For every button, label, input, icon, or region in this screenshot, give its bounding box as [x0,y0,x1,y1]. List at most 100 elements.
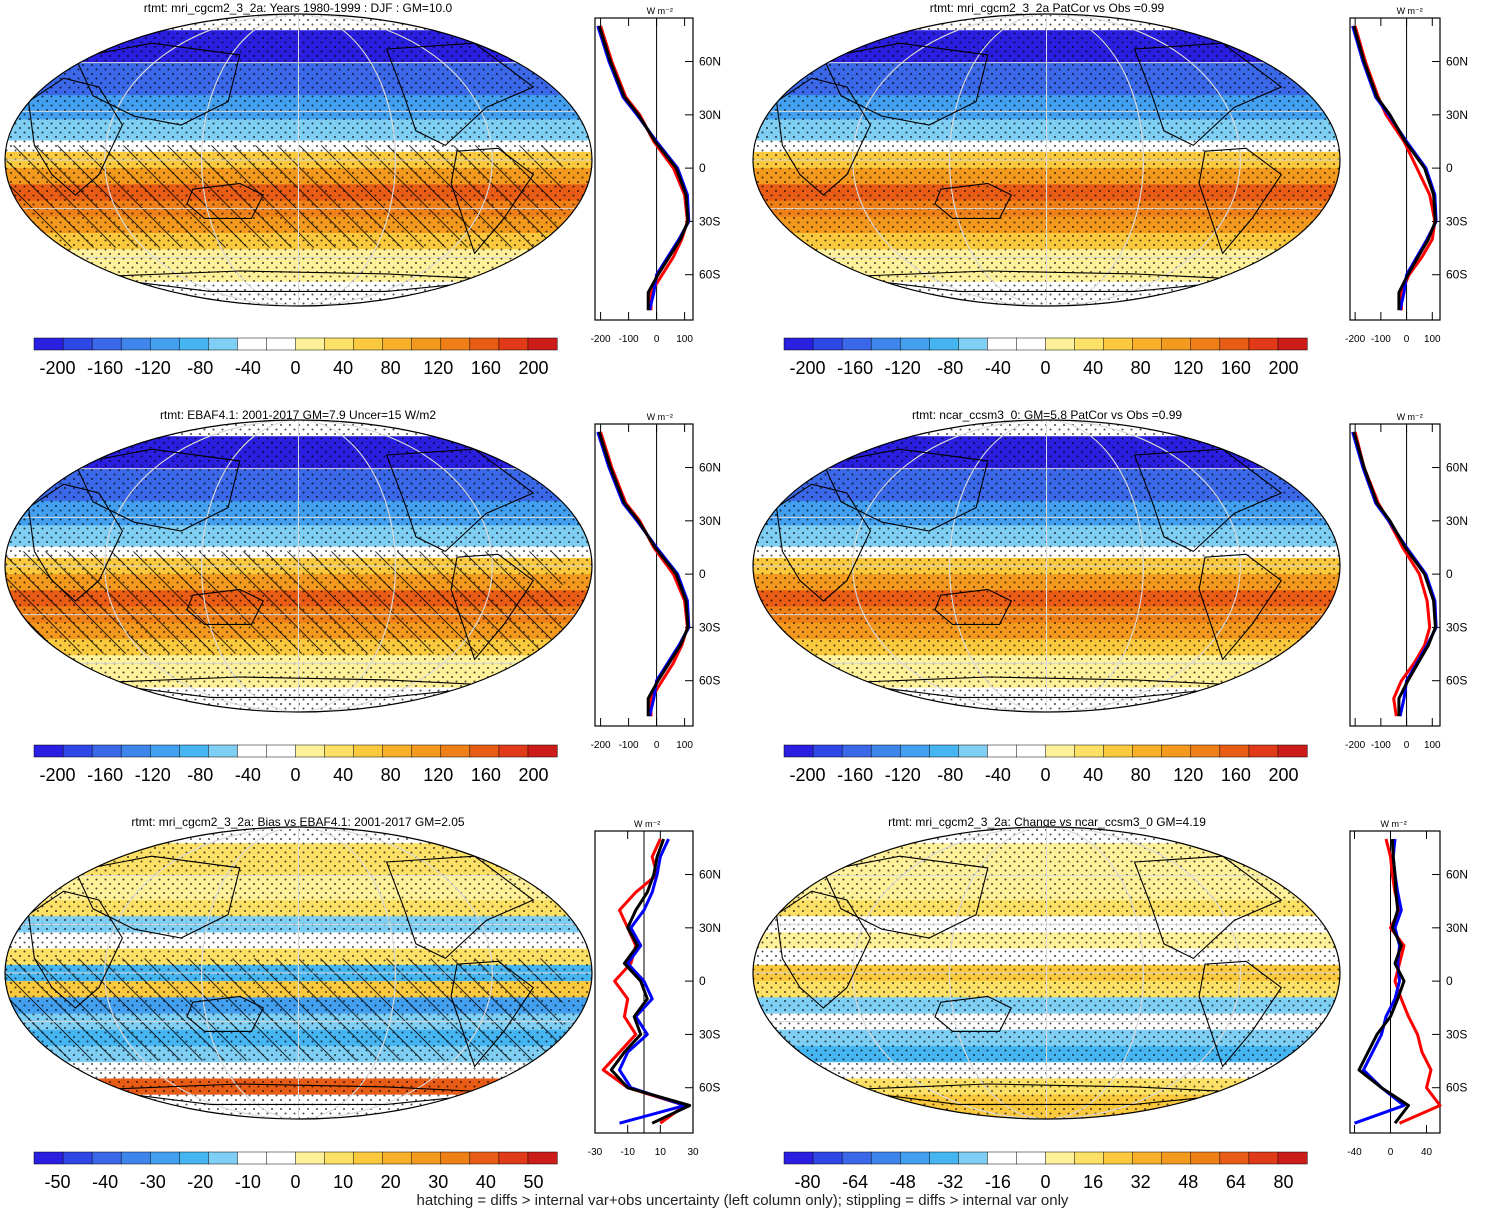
colorbar-label: 200 [1268,358,1298,378]
coastline [385,42,535,147]
lat-tick-label: 60N [699,55,721,69]
grid-lon [201,827,396,1119]
colorbar-swatch [411,337,442,351]
colorbar-swatch [179,1151,209,1165]
colorbar-swatch [1248,744,1279,758]
colorbar-swatch [382,1151,413,1165]
profile-series [1352,25,1437,311]
map-area [753,420,1340,712]
colorbar-swatch [353,744,384,758]
profile-series [597,431,690,717]
colorbar-swatch [353,1151,384,1165]
colorbar-swatch [812,1151,843,1165]
x-tick-label: -200 [591,740,611,751]
colorbar-swatch [440,744,471,758]
colorbar-swatch [295,1151,326,1165]
colorbar-swatch [1132,1151,1163,1165]
profile-series [1357,838,1410,1125]
x-tick-label: 0 [1388,1147,1394,1158]
map-area [5,420,592,712]
colorbar-swatch [1219,337,1250,351]
colorbar-swatch [812,744,843,758]
lat-tick-label: 30S [699,620,720,634]
panel-6: rtmt: mri_cgcm2_3_2a: Change vs ncar_ccs… [752,815,1468,1190]
map-border [752,13,1341,307]
colorbar-swatch [469,1151,500,1165]
x-tick-label: 0 [1404,334,1410,345]
colorbar-swatch [382,744,413,758]
colorbar-label: 40 [476,1172,496,1190]
lat-tick-label: 60S [1446,674,1467,688]
coastline [934,588,1013,625]
colorbar-label: 40 [1083,358,1103,378]
colorbar-label: -200 [790,765,826,785]
lat-tick-label: 30N [699,514,721,528]
panel-title: rtmt: EBAF4.1: 2001-2017 GM=7.9 Uncer=15… [160,408,436,422]
coastline [775,890,872,1009]
colorbar-swatch [1161,1151,1192,1165]
colorbar-swatch [208,1151,238,1165]
colorbar-label: 20 [381,1172,401,1190]
colorbar-swatch [958,337,988,351]
coastline [74,448,241,532]
lat-tick-label: 0 [699,161,706,175]
panel-title: rtmt: mri_cgcm2_3_2a: Bias vs EBAF4.1: 2… [131,815,464,829]
hatching [5,145,563,248]
colorbar-swatch [958,744,988,758]
colorbar-swatch [324,1151,355,1165]
colorbar-swatch [324,744,355,758]
coastline [1198,147,1283,255]
grid-lon [949,14,1144,306]
colorbar-label: 16 [1083,1172,1103,1190]
lat-tick-label: 30S [699,214,720,228]
colorbar-swatch [1161,744,1192,758]
colorbar-swatch [469,337,500,351]
colorbar-label: 120 [1173,765,1203,785]
colorbar-label: 80 [1131,765,1151,785]
colorbar-label: 200 [1268,765,1298,785]
x-tick-label: -30 [588,1147,603,1158]
panel-3: rtmt: EBAF4.1: 2001-2017 GM=7.9 Uncer=15… [4,408,721,785]
colorbar-label: -50 [45,1172,71,1190]
x-tick-label: -100 [1371,740,1391,751]
colorbar-label: 160 [471,358,501,378]
profile-series [597,25,690,311]
colorbar-swatch [440,1151,471,1165]
lat-tick-label: 30S [1446,620,1467,634]
grid-lon [104,14,493,306]
colorbar-label: 120 [423,765,453,785]
colorbar-label: -160 [87,358,123,378]
colorbar-swatch [1190,744,1221,758]
lat-tick-label: 60S [1446,268,1467,282]
colorbar-swatch [1074,1151,1105,1165]
profile-series [601,838,687,1125]
colorbar-label: -80 [937,765,963,785]
colorbar-label: 64 [1226,1172,1246,1190]
colorbar-swatch [1248,337,1279,351]
lat-tick-label: 60N [1446,461,1468,475]
colorbar-swatch [353,337,384,351]
colorbar-swatch [783,744,814,758]
colorbar-label: -120 [135,765,171,785]
profile-units: W m⁻² [634,819,660,829]
coastline [775,77,872,196]
colorbar-label: -200 [40,358,76,378]
colorbar-swatch [266,744,297,758]
x-tick-label: 0 [654,334,660,345]
colorbar-swatch [33,744,64,758]
coastline [186,588,265,625]
colorbar-label: 80 [1131,358,1151,378]
map-area [753,827,1340,1119]
colorbar-label: -80 [795,1172,821,1190]
lat-tick-label: 0 [1446,161,1453,175]
colorbar-swatch [498,1151,529,1165]
colorbar-swatch [899,337,930,351]
x-tick-label: -200 [1345,740,1365,751]
colorbar-swatch [929,744,959,758]
colorbar-swatch [33,1151,64,1165]
colorbar-swatch [498,744,529,758]
colorbar-swatch [208,337,238,351]
coastline [450,960,535,1068]
colorbar-swatch [411,744,442,758]
lat-tick-label: 30N [699,108,721,122]
